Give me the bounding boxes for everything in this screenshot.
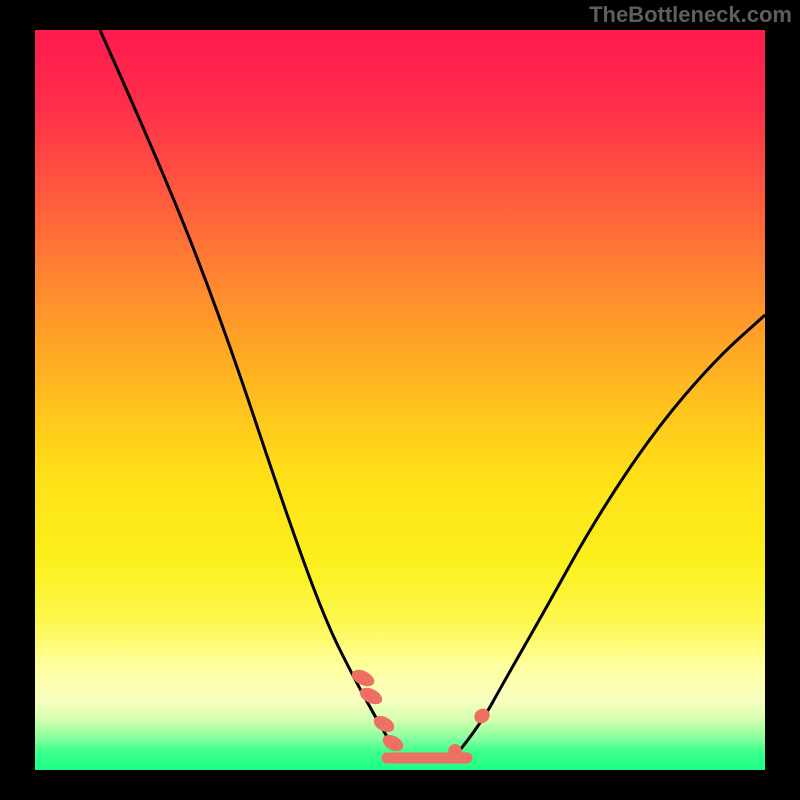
curve-marker bbox=[448, 744, 462, 760]
gradient-background bbox=[35, 30, 765, 770]
watermark-text: TheBottleneck.com bbox=[589, 2, 792, 28]
plot-area bbox=[35, 30, 765, 770]
chart-svg bbox=[35, 30, 765, 770]
